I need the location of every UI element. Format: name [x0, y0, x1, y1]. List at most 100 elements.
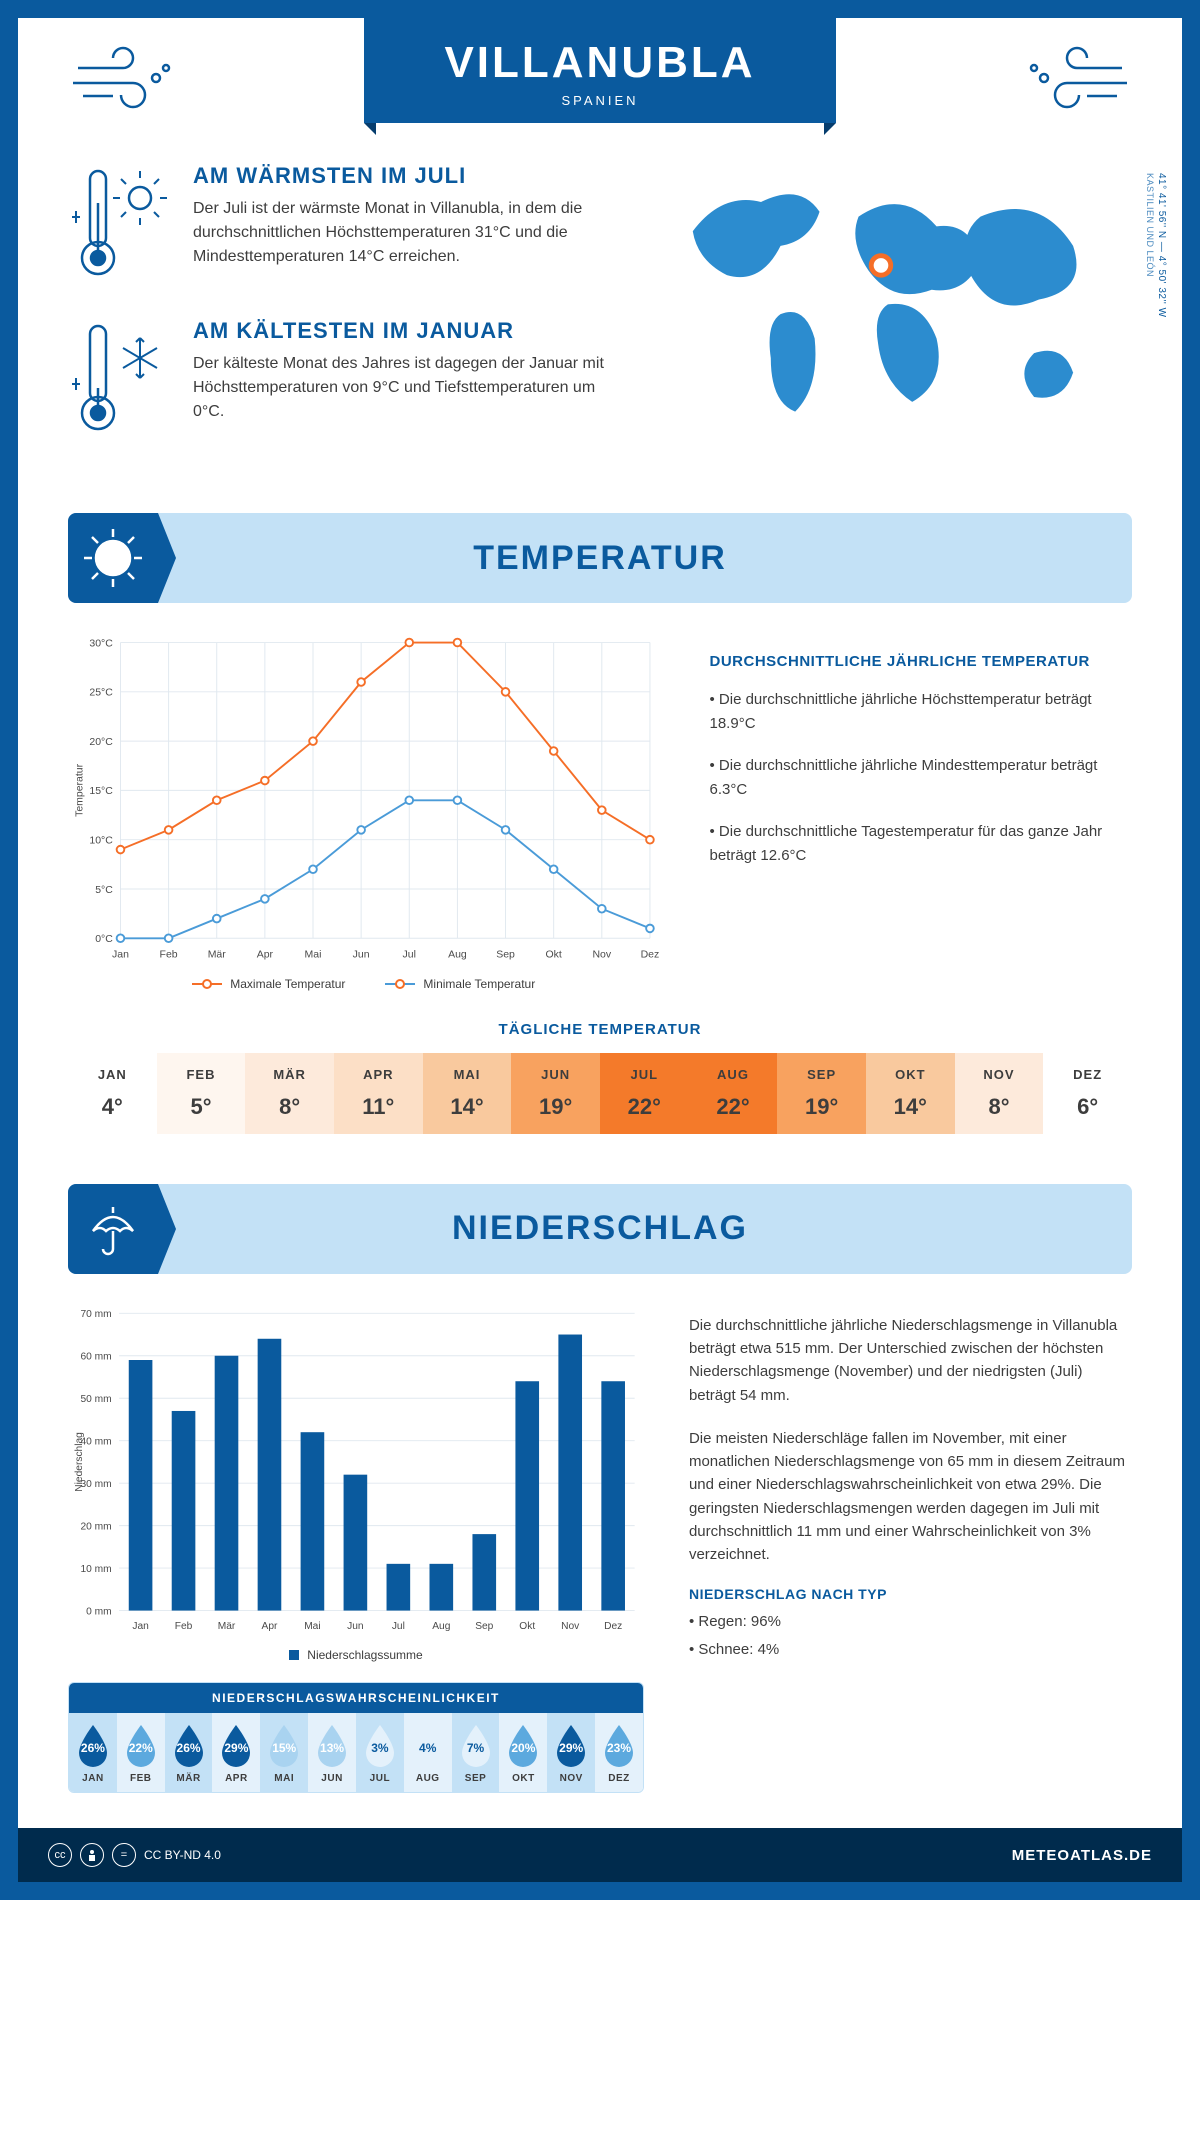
precip-body: 0 mm 10 mm 20 mm 30 mm 40 mm 50 mm 60 mm 70 mm J…: [68, 1304, 1132, 1793]
prob-cell: 20%OKT: [499, 1713, 547, 1792]
temp-line-chart: 0°C5°C10°C15°C20°C25°C30°CJanFebMärAprMa…: [68, 633, 660, 991]
svg-text:Jul: Jul: [403, 949, 416, 960]
coordinates: 41° 41' 56'' N — 4° 50' 32'' WKASTILIEN …: [1145, 173, 1167, 318]
svg-text:Okt: Okt: [519, 1621, 535, 1632]
daily-cell: MAI14°: [423, 1053, 512, 1134]
warmest-text: Der Juli ist der wärmste Monat in Villan…: [193, 197, 604, 269]
precip-text: Die durchschnittliche jährliche Niedersc…: [689, 1304, 1132, 1793]
svg-text:Nov: Nov: [592, 949, 611, 960]
license: cc = CC BY-ND 4.0: [48, 1843, 221, 1867]
temp-info: DURCHSCHNITTLICHE JÄHRLICHE TEMPERATUR •…: [710, 633, 1133, 991]
brand: METEOATLAS.DE: [1012, 1847, 1152, 1864]
precip-type-line: • Regen: 96%: [689, 1610, 1132, 1633]
precip-type-title: NIEDERSCHLAG NACH TYP: [689, 1586, 1132, 1602]
temp-legend: .legend-sw:nth-child(1)::before{border-c…: [68, 977, 660, 991]
daily-cell: MÄR8°: [245, 1053, 334, 1134]
precip-title: NIEDERSCHLAG: [158, 1209, 1132, 1248]
thermometer-cold-icon: [68, 318, 168, 443]
svg-text:Mai: Mai: [305, 949, 322, 960]
svg-text:Mai: Mai: [304, 1621, 320, 1632]
cc-icon: cc: [48, 1843, 72, 1867]
svg-text:Dez: Dez: [604, 1621, 622, 1632]
svg-text:10 mm: 10 mm: [80, 1564, 111, 1575]
prob-cell: 3%JUL: [356, 1713, 404, 1792]
svg-text:15°C: 15°C: [89, 786, 113, 797]
svg-text:Jul: Jul: [392, 1621, 405, 1632]
svg-text:Apr: Apr: [257, 949, 274, 960]
nd-icon: =: [112, 1843, 136, 1867]
daily-cell: DEZ6°: [1043, 1053, 1132, 1134]
by-icon: [80, 1843, 104, 1867]
temp-info-line: • Die durchschnittliche jährliche Höchst…: [710, 688, 1133, 736]
svg-text:0 mm: 0 mm: [86, 1606, 112, 1617]
svg-text:Jun: Jun: [353, 949, 370, 960]
svg-text:25°C: 25°C: [89, 688, 113, 699]
prob-title: NIEDERSCHLAGSWAHRSCHEINLICHKEIT: [69, 1683, 643, 1713]
svg-text:Temperatur: Temperatur: [74, 763, 85, 817]
daily-cell: FEB5°: [157, 1053, 246, 1134]
svg-text:Okt: Okt: [546, 949, 562, 960]
footer: cc = CC BY-ND 4.0 METEOATLAS.DE: [18, 1828, 1182, 1882]
svg-text:Sep: Sep: [475, 1621, 493, 1632]
title-ribbon: VILLANUBLA SPANIEN: [364, 18, 835, 123]
daily-cell: APR11°: [334, 1053, 423, 1134]
temp-info-line: • Die durchschnittliche jährliche Mindes…: [710, 754, 1133, 802]
page-title: VILLANUBLA: [444, 38, 755, 88]
umbrella-icon: [68, 1184, 158, 1274]
prob-cell: 23%DEZ: [595, 1713, 643, 1792]
license-text: CC BY-ND 4.0: [144, 1848, 221, 1862]
daily-cell: OKT14°: [866, 1053, 955, 1134]
svg-text:Niederschlag: Niederschlag: [74, 1432, 85, 1492]
wind-icon: [1022, 38, 1132, 123]
prob-cell: 7%SEP: [452, 1713, 500, 1792]
daily-cell: AUG22°: [689, 1053, 778, 1134]
precip-text-2: Die meisten Niederschläge fallen im Nove…: [689, 1427, 1132, 1567]
svg-text:20 mm: 20 mm: [80, 1521, 111, 1532]
temp-info-line: • Die durchschnittliche Tagestemperatur …: [710, 820, 1133, 868]
warmest-title: AM WÄRMSTEN IM JULI: [193, 163, 604, 189]
prob-cell: 29%NOV: [547, 1713, 595, 1792]
svg-text:10°C: 10°C: [89, 836, 113, 847]
svg-text:Jan: Jan: [132, 1621, 149, 1632]
daily-temp-title: TÄGLICHE TEMPERATUR: [68, 1021, 1132, 1038]
svg-text:30 mm: 30 mm: [80, 1479, 111, 1490]
svg-text:5°C: 5°C: [95, 885, 113, 896]
coldest-text: Der kälteste Monat des Jahres ist dagege…: [193, 352, 604, 424]
svg-text:50 mm: 50 mm: [80, 1394, 111, 1405]
svg-text:70 mm: 70 mm: [80, 1309, 111, 1320]
temp-title: TEMPERATUR: [158, 539, 1132, 578]
temp-info-title: DURCHSCHNITTLICHE JÄHRLICHE TEMPERATUR: [710, 653, 1133, 670]
warmest-block: AM WÄRMSTEN IM JULI Der Juli ist der wär…: [68, 163, 604, 288]
daily-cell: SEP19°: [777, 1053, 866, 1134]
precip-legend: Niederschlagssumme: [68, 1648, 644, 1662]
precip-prob-box: NIEDERSCHLAGSWAHRSCHEINLICHKEIT 26%JAN22…: [68, 1682, 644, 1793]
precip-section-header: NIEDERSCHLAG: [68, 1184, 1132, 1274]
svg-text:40 mm: 40 mm: [80, 1436, 111, 1447]
svg-text:Jan: Jan: [112, 949, 129, 960]
daily-cell: JAN4°: [68, 1053, 157, 1134]
svg-text:Dez: Dez: [641, 949, 660, 960]
header: VILLANUBLA SPANIEN: [18, 18, 1182, 123]
svg-text:Feb: Feb: [175, 1621, 193, 1632]
prob-cell: 26%MÄR: [165, 1713, 213, 1792]
svg-text:60 mm: 60 mm: [80, 1351, 111, 1362]
svg-text:Aug: Aug: [432, 1621, 450, 1632]
prob-cell: 22%FEB: [117, 1713, 165, 1792]
precip-text-1: Die durchschnittliche jährliche Niedersc…: [689, 1314, 1132, 1407]
precip-bar-chart: 0 mm 10 mm 20 mm 30 mm 40 mm 50 mm 60 mm 70 mm J…: [68, 1304, 644, 1662]
svg-text:Mär: Mär: [218, 1621, 236, 1632]
svg-text:Nov: Nov: [561, 1621, 580, 1632]
svg-text:Feb: Feb: [160, 949, 178, 960]
coldest-title: AM KÄLTESTEN IM JANUAR: [193, 318, 604, 344]
daily-cell: JUN19°: [511, 1053, 600, 1134]
thermometer-hot-icon: [68, 163, 168, 288]
prob-cell: 4%AUG: [404, 1713, 452, 1792]
svg-text:Sep: Sep: [496, 949, 515, 960]
prob-cell: 29%APR: [212, 1713, 260, 1792]
page-subtitle: SPANIEN: [444, 93, 755, 108]
world-map: [644, 163, 1132, 436]
svg-text:20°C: 20°C: [89, 737, 113, 748]
wind-icon: [68, 38, 178, 123]
prob-cell: 26%JAN: [69, 1713, 117, 1792]
sun-icon: [68, 513, 158, 603]
